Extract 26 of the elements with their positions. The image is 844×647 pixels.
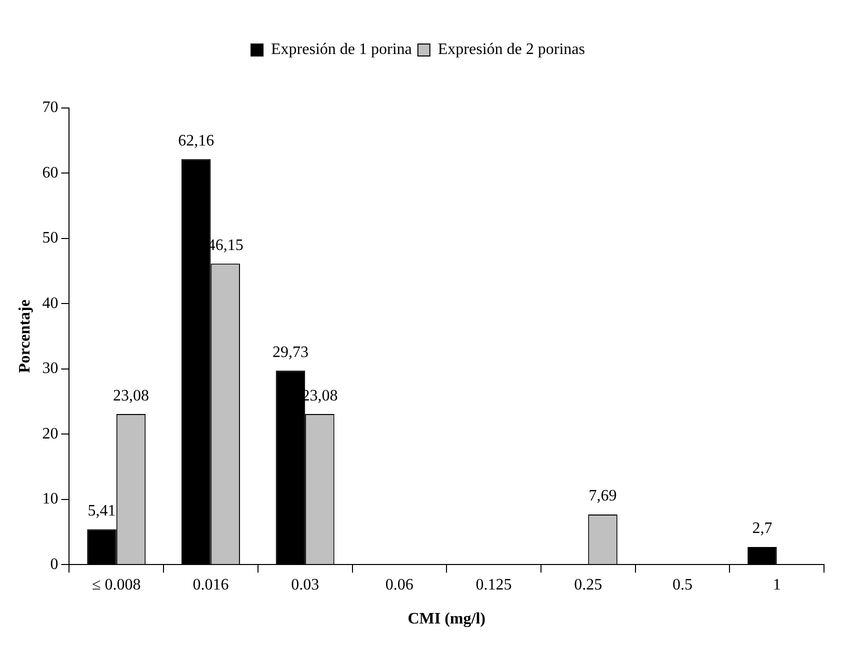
x-tick-label: ≤ 0.008 (92, 576, 141, 594)
y-tick-label: 50 (42, 230, 58, 247)
x-tick-label: 0.125 (476, 576, 512, 594)
y-axis-title: Porcentaje (16, 300, 34, 374)
legend-label: Expresión de 2 porinas (438, 41, 585, 58)
y-tick-label: 30 (42, 360, 58, 378)
x-tick-label: 0.03 (291, 576, 320, 594)
x-tick-label: 0.06 (385, 576, 414, 594)
x-tick-label: 0.5 (672, 576, 692, 594)
x-axis-title: CMI (mg/l) (408, 610, 486, 628)
data-label: 2,7 (752, 520, 772, 538)
y-tick-label: 20 (42, 425, 58, 442)
x-tick-label: 1 (772, 576, 781, 594)
data-label: 29,73 (272, 344, 308, 361)
y-tick-label: 10 (42, 490, 58, 508)
x-tick-label: 0.016 (192, 576, 229, 594)
legend-label: Expresión de 1 porina (271, 41, 412, 58)
y-tick-label: 60 (42, 164, 58, 182)
y-tick-label: 0 (50, 556, 58, 573)
y-tick-label: 70 (42, 99, 58, 116)
y-tick-label: 40 (42, 294, 58, 312)
data-label: 23,08 (113, 387, 149, 404)
x-tick-label: 0.25 (574, 576, 602, 594)
data-label: 62,16 (178, 132, 214, 150)
data-label: 5,41 (88, 502, 116, 520)
data-label: 7,69 (588, 488, 617, 505)
